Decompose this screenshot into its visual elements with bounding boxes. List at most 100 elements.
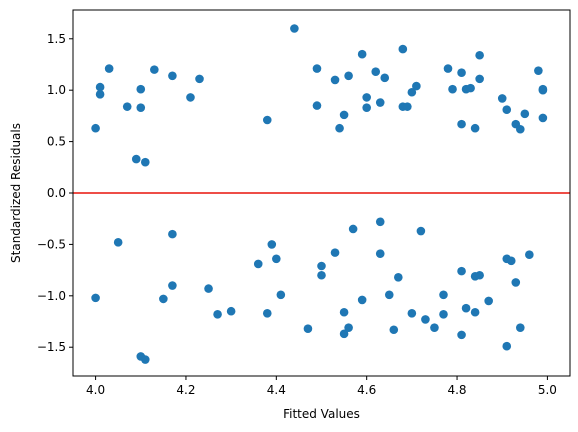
data-point xyxy=(186,93,195,102)
data-point xyxy=(525,250,534,259)
data-point xyxy=(131,154,141,164)
y-axis-ticks: −1.5 −1.0 −0.5 0.0 0.5 1.0 1.5 xyxy=(37,32,73,354)
data-point xyxy=(303,324,313,334)
x-tick-label: 4.4 xyxy=(267,383,286,397)
data-point xyxy=(312,64,322,73)
data-point xyxy=(516,124,525,134)
y-axis-label: Standardized Residuals xyxy=(9,123,23,263)
data-point xyxy=(91,123,100,133)
data-point xyxy=(516,323,525,332)
data-point xyxy=(226,306,236,316)
data-point xyxy=(497,94,507,103)
data-point xyxy=(136,103,146,112)
data-point xyxy=(317,261,326,271)
data-point xyxy=(140,355,150,364)
data-point xyxy=(439,310,448,319)
data-point xyxy=(461,303,471,313)
data-point xyxy=(262,308,272,318)
data-point xyxy=(380,73,390,83)
data-point xyxy=(253,259,263,269)
data-point xyxy=(484,296,493,306)
data-point xyxy=(272,254,281,264)
data-point xyxy=(375,98,385,107)
data-point xyxy=(511,278,521,287)
data-point xyxy=(394,273,403,282)
data-point xyxy=(168,229,177,239)
y-tick-label: −0.5 xyxy=(37,237,66,251)
data-point xyxy=(262,115,272,125)
data-point xyxy=(538,113,548,123)
data-point xyxy=(403,102,412,111)
data-point xyxy=(443,64,453,73)
data-point xyxy=(276,290,286,300)
x-axis-ticks: 4.0 4.2 4.4 4.6 4.8 5.0 xyxy=(86,376,557,397)
y-tick-label: 1.0 xyxy=(47,83,66,97)
data-point xyxy=(312,101,322,110)
data-point xyxy=(168,281,177,290)
data-point xyxy=(213,310,222,319)
data-point xyxy=(204,284,213,293)
data-point xyxy=(91,293,100,303)
data-point xyxy=(136,84,146,94)
data-point xyxy=(195,74,204,84)
data-point xyxy=(502,341,512,351)
data-point xyxy=(122,102,132,111)
data-point xyxy=(439,290,448,300)
x-tick-label: 4.6 xyxy=(357,383,376,397)
data-point xyxy=(375,249,385,258)
y-tick-label: 0.0 xyxy=(47,186,66,200)
data-point xyxy=(475,50,484,60)
data-point xyxy=(339,307,349,317)
data-point xyxy=(538,84,548,94)
x-tick-label: 4.2 xyxy=(176,383,195,397)
data-point xyxy=(95,82,105,92)
data-point xyxy=(339,110,349,120)
data-point xyxy=(407,308,417,318)
y-tick-label: 1.5 xyxy=(47,32,66,46)
data-point xyxy=(470,307,480,317)
data-point xyxy=(448,84,457,94)
data-point xyxy=(430,323,439,332)
data-point xyxy=(317,270,326,280)
data-point xyxy=(339,329,349,339)
x-tick-label: 5.0 xyxy=(538,383,557,397)
x-axis-label: Fitted Values xyxy=(283,407,360,421)
data-point xyxy=(466,83,475,93)
y-tick-label: 0.5 xyxy=(47,135,66,149)
y-tick-label: −1.5 xyxy=(37,340,66,354)
data-point xyxy=(330,248,340,257)
data-point xyxy=(457,266,466,276)
data-point xyxy=(267,240,277,249)
data-point xyxy=(362,93,371,102)
data-point xyxy=(104,64,114,73)
data-point xyxy=(344,71,353,81)
data-point xyxy=(421,315,430,324)
points-layer xyxy=(91,24,548,364)
data-point xyxy=(140,157,150,167)
data-point xyxy=(168,71,177,81)
data-point xyxy=(475,74,484,84)
data-point xyxy=(506,256,516,266)
data-point xyxy=(362,103,371,112)
data-point xyxy=(384,290,394,300)
data-point xyxy=(407,87,417,97)
y-tick-label: −1.0 xyxy=(37,289,66,303)
data-point xyxy=(357,49,367,59)
data-point xyxy=(457,330,466,340)
data-point xyxy=(534,66,543,75)
data-point xyxy=(150,65,159,74)
data-point xyxy=(335,123,344,133)
x-tick-label: 4.0 xyxy=(86,383,105,397)
data-point xyxy=(330,75,340,85)
data-point xyxy=(502,105,512,115)
data-point xyxy=(389,325,399,335)
data-point xyxy=(371,67,381,76)
data-point xyxy=(344,323,353,332)
data-point xyxy=(475,270,484,280)
data-point xyxy=(95,90,105,99)
data-point xyxy=(357,295,367,305)
x-tick-label: 4.8 xyxy=(447,383,466,397)
data-point xyxy=(348,224,358,234)
data-point xyxy=(375,217,385,227)
